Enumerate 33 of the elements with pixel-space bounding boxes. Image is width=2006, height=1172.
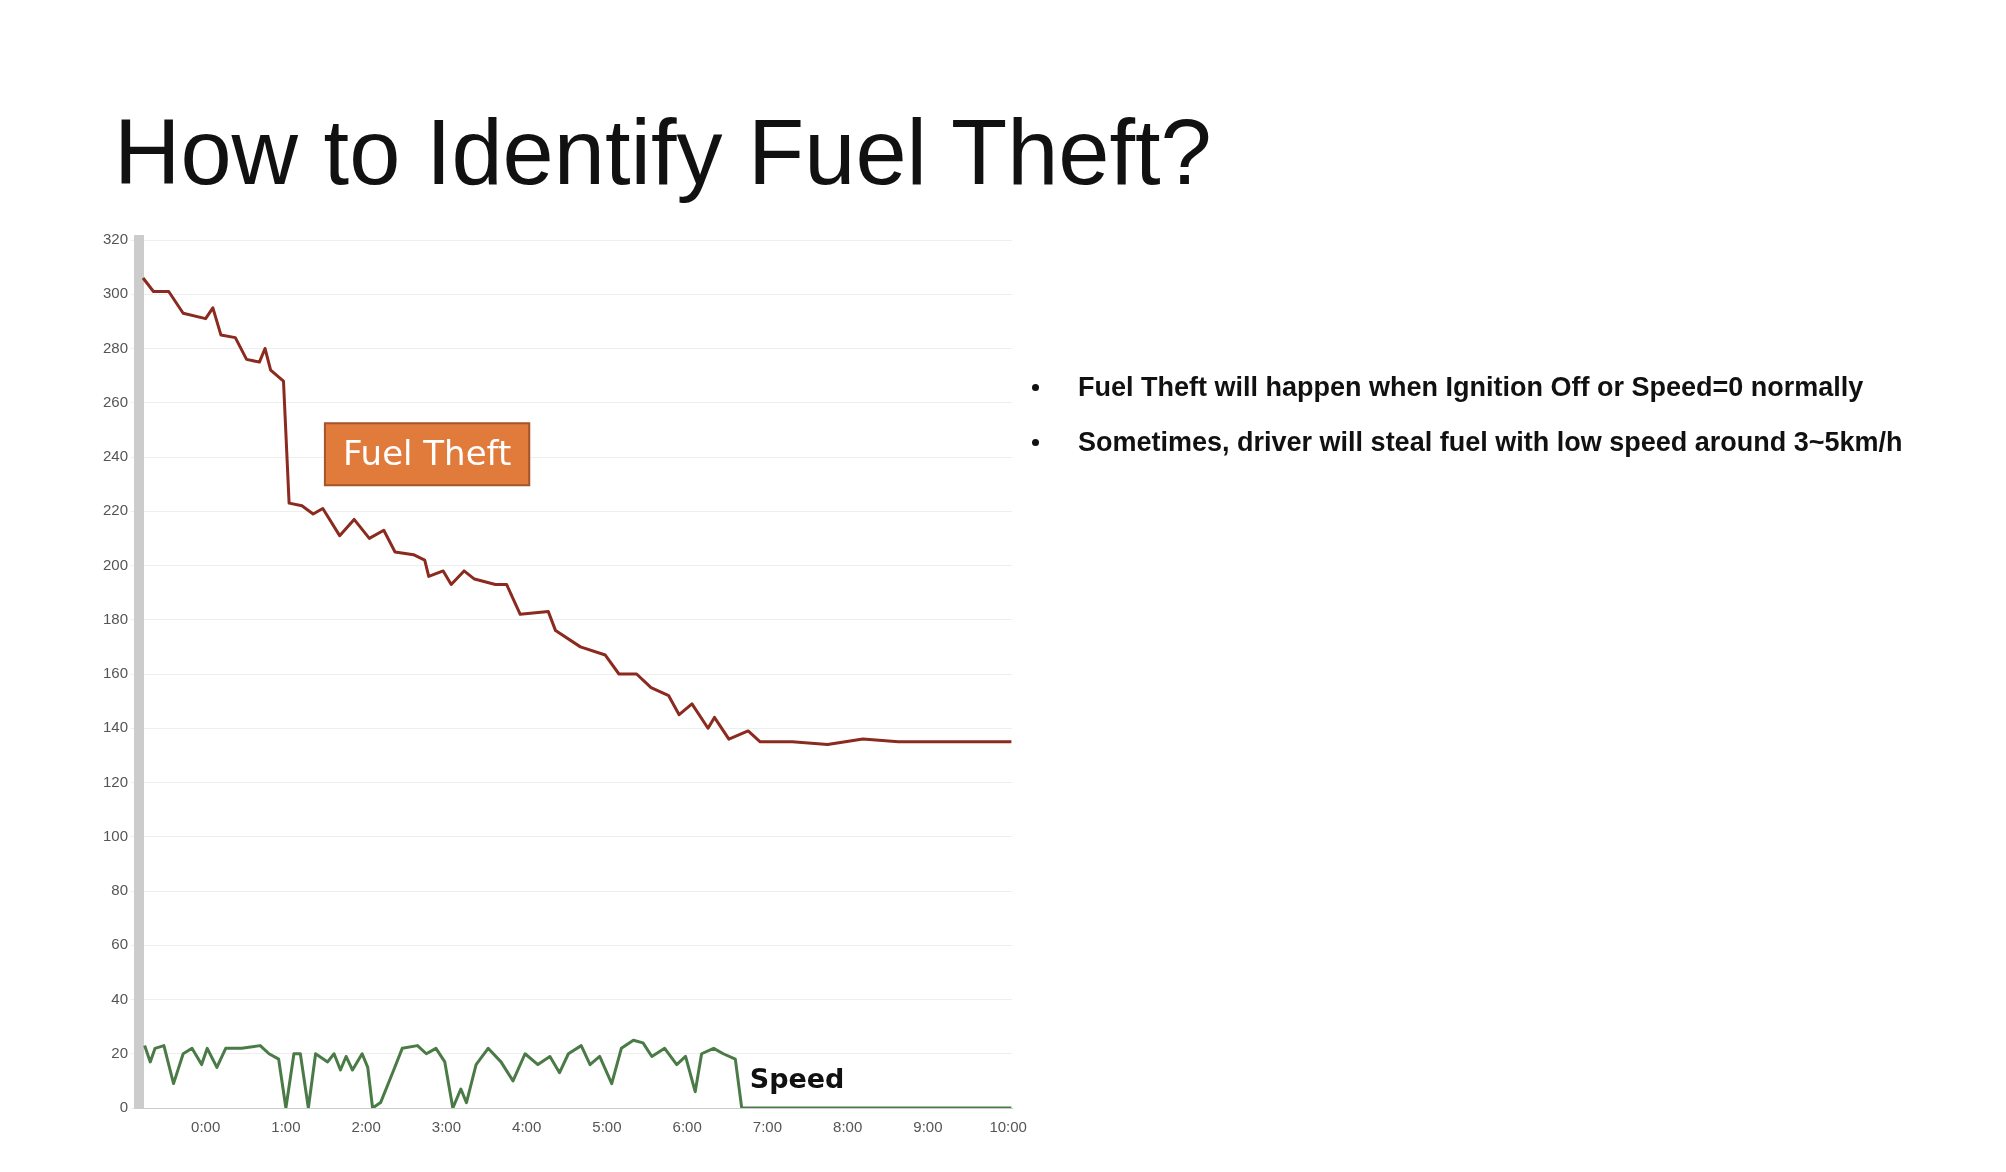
- y-tick-label: 220: [103, 501, 129, 519]
- chart-title: How to Identify Fuel Theft?: [114, 100, 1212, 205]
- x-tick-label: 4:00: [512, 1118, 542, 1136]
- y-tick-label: 300: [103, 284, 129, 302]
- y-tick-label: 100: [103, 826, 129, 844]
- x-tick-label: 0:00: [191, 1118, 221, 1136]
- y-tick-label: 120: [103, 772, 129, 790]
- x-tick-label: 8:00: [833, 1118, 863, 1136]
- text: Sometimes, driver will steal fuel with low speed around 3~5km/h: [1078, 427, 1903, 457]
- y-tick-label: 80: [111, 881, 129, 899]
- y-tick-label: 160: [103, 664, 129, 682]
- y-tick-label: 60: [111, 935, 129, 953]
- x-tick-label: 7:00: [752, 1118, 783, 1136]
- annotation: Fuel Theft: [342, 433, 512, 474]
- x-tick-label: 2:00: [351, 1118, 381, 1136]
- y-tick-label: 260: [103, 392, 129, 410]
- x-tick-label: 3:00: [431, 1118, 461, 1136]
- x-tick-label: 6:00: [672, 1118, 702, 1136]
- y-tick-label: 20: [111, 1043, 129, 1061]
- y-tick-label: 0: [119, 1098, 129, 1116]
- y-tick-label: 280: [103, 338, 129, 356]
- y-tick-label: 40: [111, 989, 129, 1007]
- x-tick-label: 5:00: [592, 1118, 622, 1136]
- y-tick-label: 200: [103, 555, 129, 573]
- series-label: Speed: [749, 1062, 845, 1094]
- y-tick-label: 240: [103, 447, 129, 465]
- y-tick-label: 320: [103, 230, 129, 248]
- x-tick-label: 10:00: [989, 1118, 1027, 1136]
- text: Fuel Theft will happen when Ignition Off or Speed=0 normally: [1078, 372, 1864, 402]
- x-tick-label: 1:00: [271, 1118, 301, 1136]
- y-tick-label: 180: [103, 609, 129, 627]
- x-tick-label: 9:00: [913, 1118, 943, 1136]
- y-tick-label: 140: [103, 718, 129, 736]
